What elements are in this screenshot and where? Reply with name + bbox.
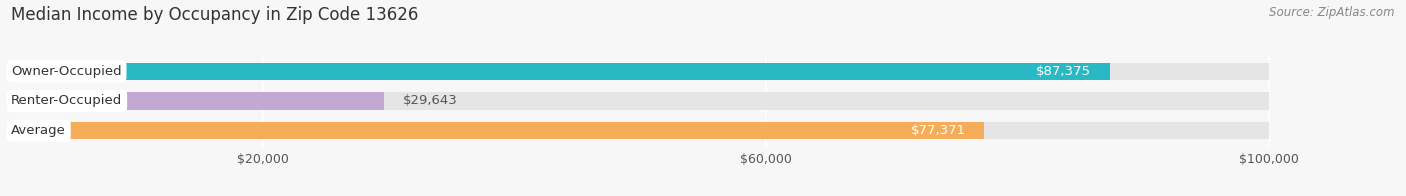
Bar [11,122,1270,139]
Bar [11,63,1270,80]
Text: $77,371: $77,371 [910,124,966,137]
Bar [11,122,984,139]
Text: Owner-Occupied: Owner-Occupied [11,65,122,78]
Text: Average: Average [11,124,66,137]
Bar [11,92,384,110]
Text: $87,375: $87,375 [1036,65,1091,78]
Bar [11,92,1270,110]
Text: $29,643: $29,643 [404,94,458,107]
Text: Median Income by Occupancy in Zip Code 13626: Median Income by Occupancy in Zip Code 1… [11,6,419,24]
Bar [11,63,1111,80]
Text: Source: ZipAtlas.com: Source: ZipAtlas.com [1270,6,1395,19]
Text: Renter-Occupied: Renter-Occupied [11,94,122,107]
